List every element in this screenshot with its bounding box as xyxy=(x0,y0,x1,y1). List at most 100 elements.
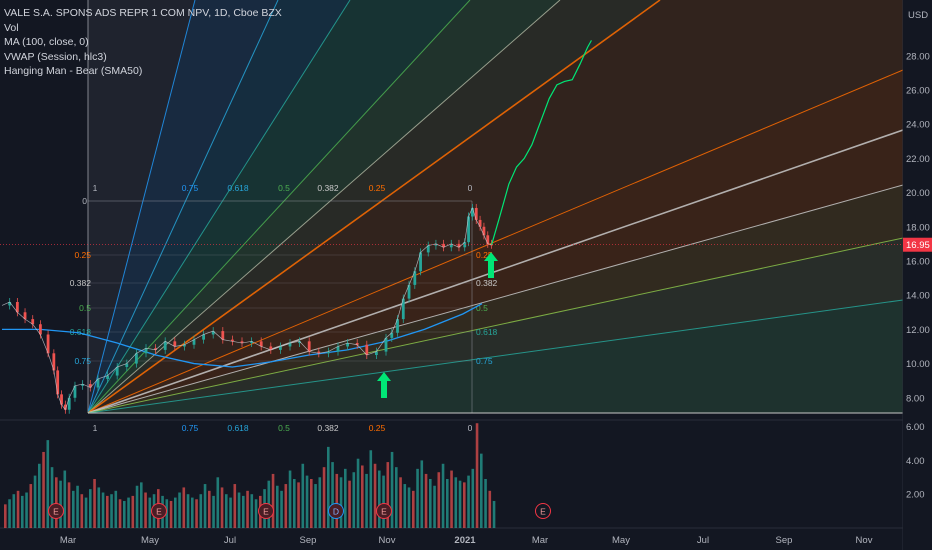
price-tick-label: 26.00 xyxy=(906,85,930,96)
volume-bar xyxy=(33,475,37,528)
fan-ray xyxy=(87,299,904,414)
volume-bar xyxy=(165,499,169,528)
fan-ray xyxy=(87,0,196,414)
candle-body xyxy=(407,284,411,299)
volume-bar xyxy=(72,490,75,528)
gann-fan[interactable]: 1 1 0.75 0.75 0.618 0.618 0.5 0.5 0.382 0.382 0.25… xyxy=(70,0,904,433)
volume-bar xyxy=(59,480,62,528)
candle-body xyxy=(96,378,100,388)
volume-bar xyxy=(4,504,7,528)
fan-ratio-bottom-label: 0.75 xyxy=(182,423,199,433)
candle-body xyxy=(298,341,301,344)
volume-bar xyxy=(229,497,232,528)
candle-body xyxy=(192,339,196,345)
ma-line xyxy=(2,303,483,368)
candle-body xyxy=(482,226,486,236)
volume-bar xyxy=(280,490,283,528)
time-tick-label: Mar xyxy=(60,535,76,546)
volume-tick-label: 6.00 xyxy=(906,422,925,433)
fan-ratio-top-label: 0.25 xyxy=(369,183,386,193)
candle-body xyxy=(31,319,35,325)
fan-ray xyxy=(87,0,351,414)
event-marker xyxy=(535,503,551,519)
volume-bar xyxy=(454,477,458,528)
volume-bar xyxy=(42,451,45,528)
fan-ratio-top-label: 0 xyxy=(468,183,473,193)
volume-bar xyxy=(21,495,24,528)
volume-bar xyxy=(225,494,228,528)
volume-bar xyxy=(382,475,385,528)
event-marker-label: E xyxy=(381,507,387,517)
price-tick-label: 24.00 xyxy=(906,120,930,131)
volume-bar xyxy=(484,478,487,528)
price-tick-label: 16.00 xyxy=(906,256,930,267)
volume-bar xyxy=(356,458,360,528)
volume-bar xyxy=(144,492,147,528)
candle-body xyxy=(15,302,19,313)
volume-bar xyxy=(67,482,71,528)
candle-body xyxy=(336,346,340,352)
time-tick-label: May xyxy=(141,535,159,546)
fan-ray xyxy=(87,0,561,414)
projection-series-line xyxy=(491,40,592,245)
candle-body xyxy=(221,331,225,340)
volume-bar xyxy=(8,499,11,528)
time-tick-label: Nov xyxy=(379,535,396,546)
candle-body xyxy=(135,353,138,364)
volume-bar xyxy=(250,494,254,528)
volume-bar xyxy=(76,485,79,528)
volume-bar xyxy=(480,453,483,528)
candle-body xyxy=(307,341,311,352)
annotation-arrows[interactable] xyxy=(377,252,498,398)
candle-body xyxy=(426,245,430,253)
volume-bar xyxy=(335,473,339,528)
volume-bar xyxy=(467,475,470,528)
candle-body xyxy=(401,298,405,320)
candle-body xyxy=(202,334,205,340)
fan-level-label: 0.382 xyxy=(70,278,92,288)
candle-body xyxy=(63,404,67,410)
fan-ratio-bottom-label: 0.25 xyxy=(369,423,386,433)
volume-bar xyxy=(327,446,330,528)
candle-body xyxy=(211,331,215,335)
candle-body xyxy=(474,207,478,220)
fan-ratio-bottom-label: 0.382 xyxy=(317,423,339,433)
time-axis[interactable]: Mar May Jul Sep Nov 2021 Mar May Jul Sep Nov xyxy=(60,535,873,546)
volume-bar xyxy=(199,494,203,528)
fan-ratio-top-label: 0.618 xyxy=(227,183,249,193)
price-series xyxy=(0,203,903,414)
fan-level-label-right: 0.25 xyxy=(476,250,493,260)
volume-bar xyxy=(97,487,101,528)
price-axis[interactable]: USD 28.00 26.00 24.00 22.00 20.00 18.00 16.00 14… xyxy=(903,0,932,550)
volume-tick-label: 4.00 xyxy=(906,456,925,467)
volume-bar xyxy=(339,477,343,528)
volume-bar xyxy=(373,463,377,528)
volume-bar xyxy=(123,500,126,528)
projection-line[interactable] xyxy=(491,40,592,245)
volume-bar xyxy=(118,499,122,528)
fan-ratio-top-label: 1 xyxy=(93,183,98,193)
volume-bar xyxy=(169,500,173,528)
volume-bar xyxy=(233,484,237,528)
volume-bar xyxy=(305,475,309,528)
candle-body xyxy=(56,370,60,395)
volume-bar xyxy=(271,473,275,528)
volume-bar xyxy=(297,482,300,528)
event-marker-label: E xyxy=(540,507,546,517)
price-tick-label: 12.00 xyxy=(906,325,930,336)
candle-body xyxy=(125,363,129,367)
volume-bar xyxy=(288,470,292,528)
price-tick-label: 10.00 xyxy=(906,359,930,370)
fan-ratio-top-label: 0.382 xyxy=(317,183,339,193)
fan-ray xyxy=(87,0,661,414)
candle-body xyxy=(81,384,85,386)
candle-body xyxy=(384,337,388,352)
price-tick-label: 20.00 xyxy=(906,188,930,199)
volume-bar xyxy=(450,470,453,528)
candle-body xyxy=(365,344,369,356)
volume-bar xyxy=(492,500,496,528)
fan-level-label-right: 0.5 xyxy=(476,303,488,313)
candle-body xyxy=(23,312,27,320)
